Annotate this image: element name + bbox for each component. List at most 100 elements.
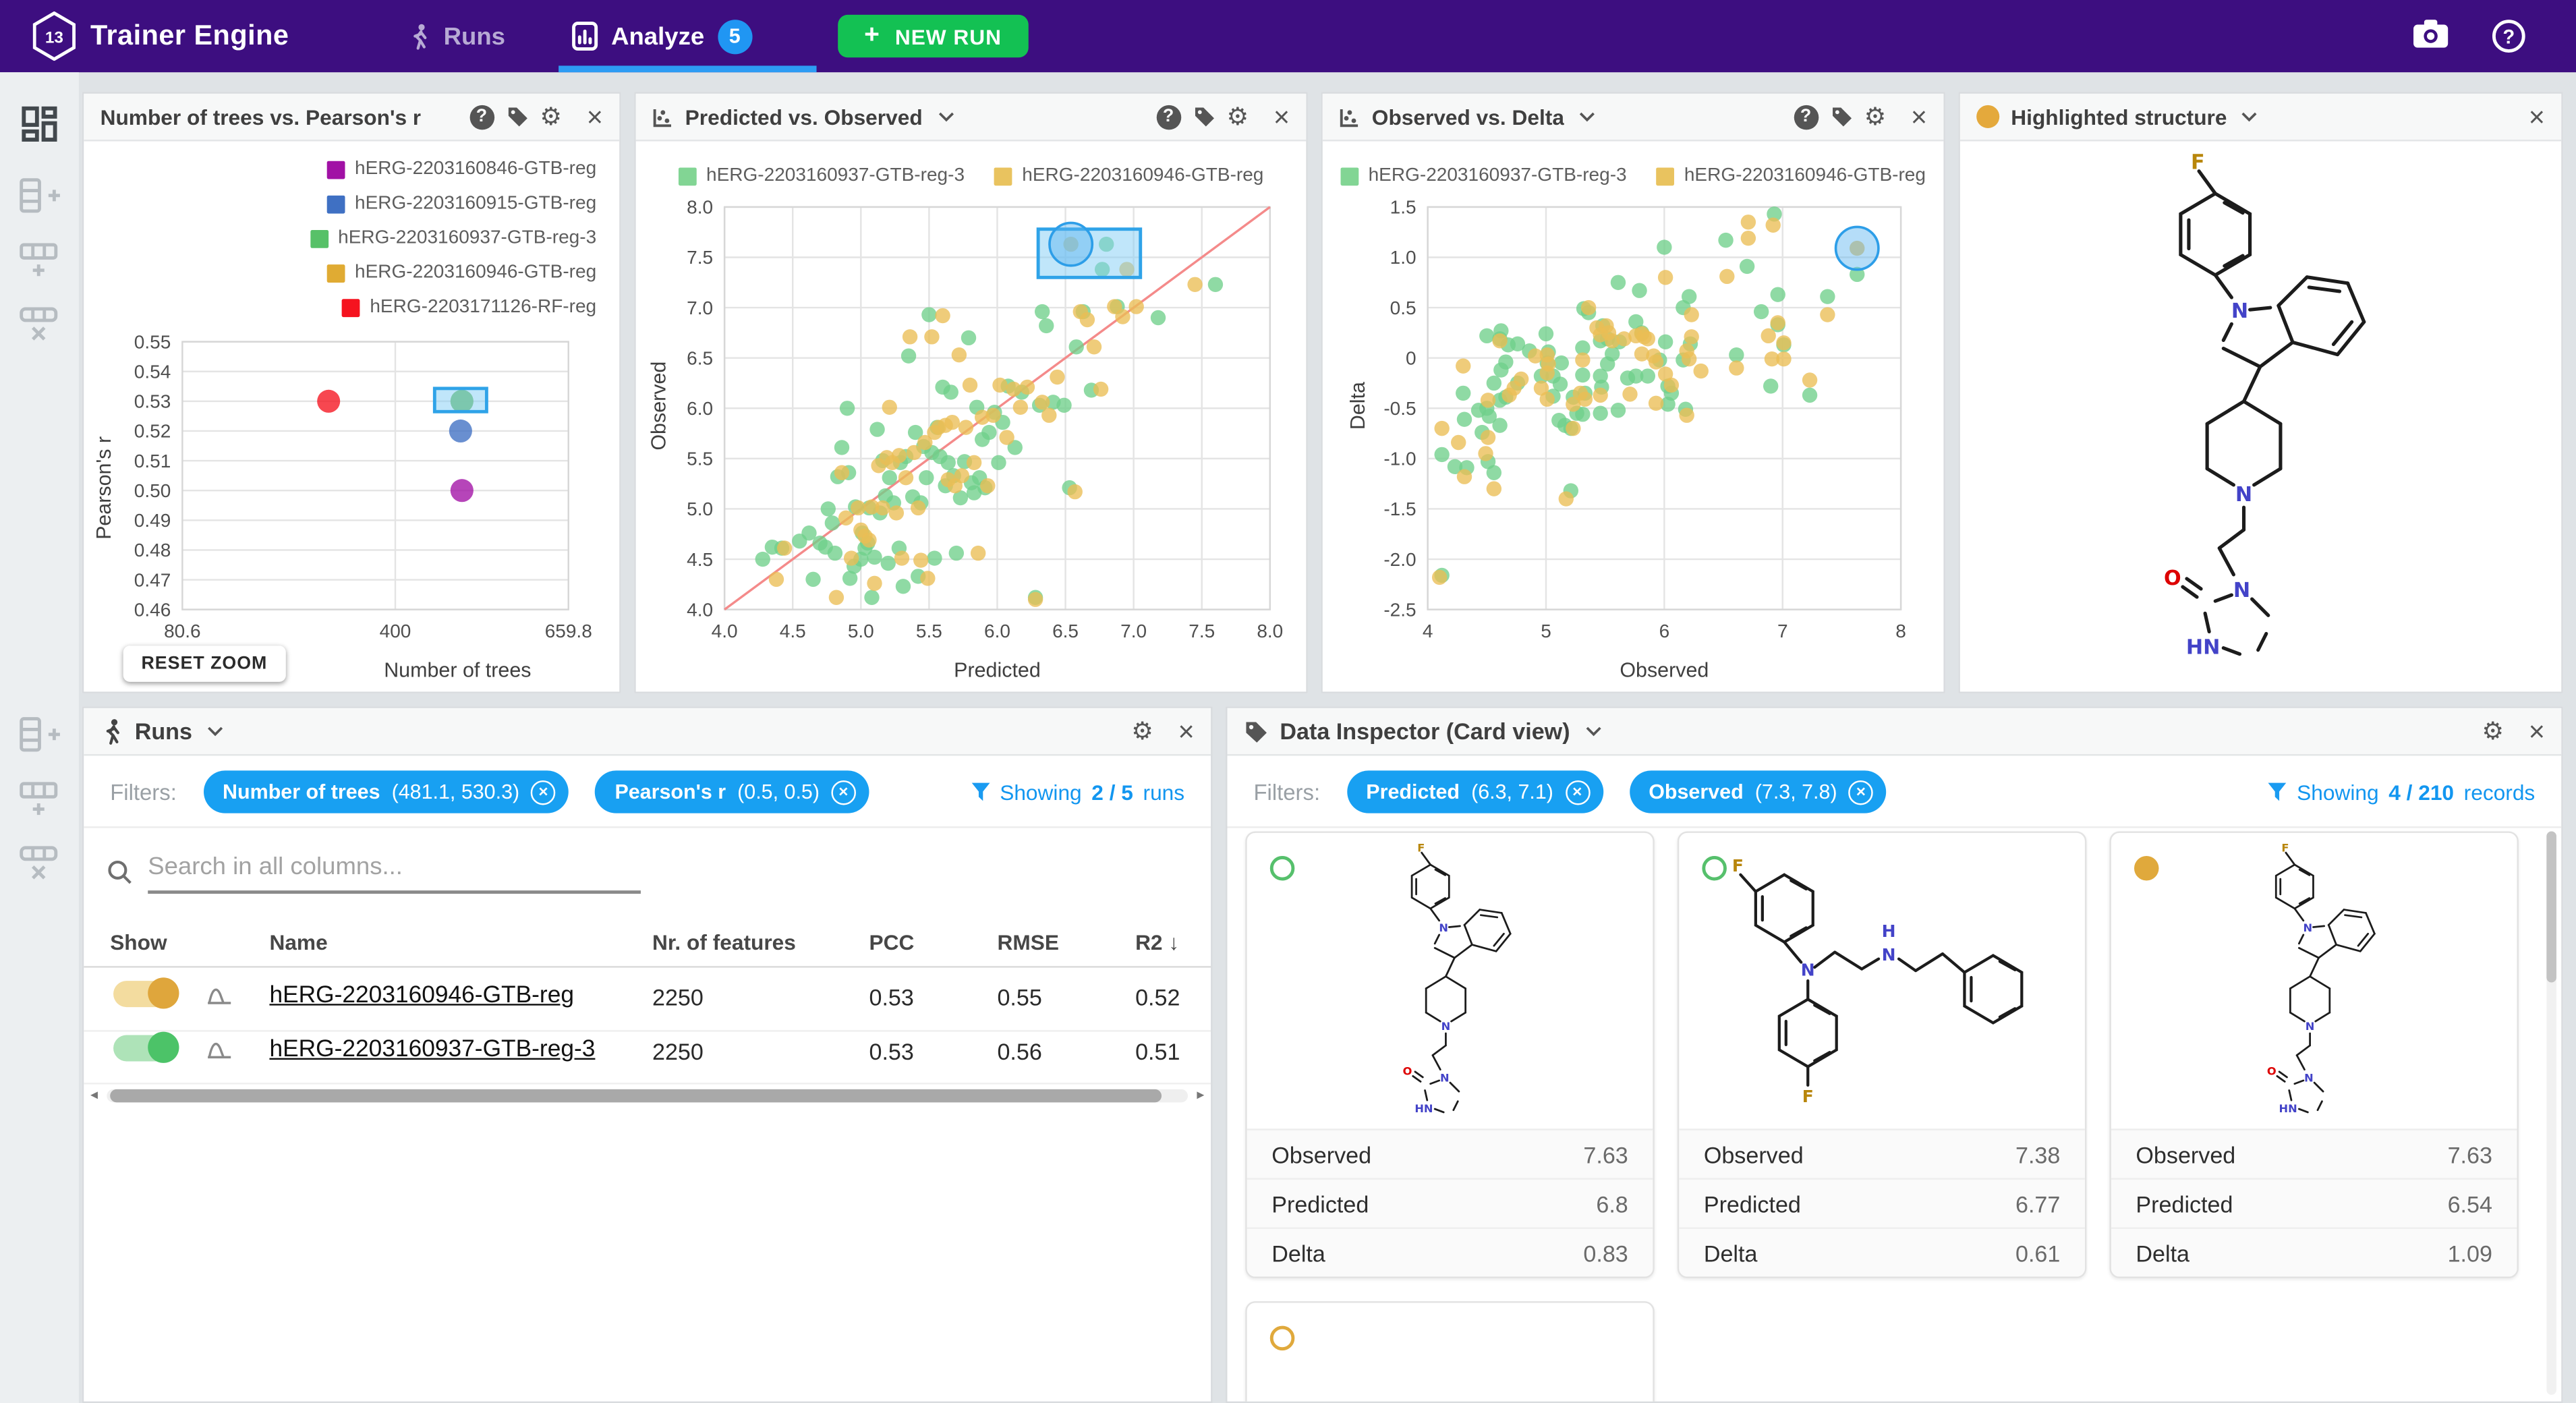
panel-highlighted-structure: Highlighted structure × (1958, 92, 2563, 693)
trees-vs-r-chart[interactable]: 0.55 0.54 0.53 0.52 0.51 0.50 0.49 0.48 0.47 0.46… (84, 140, 621, 693)
new-run-label: NEW RUN (894, 24, 1002, 49)
sparkline-icon[interactable] (205, 981, 233, 1015)
svg-text:5.5: 5.5 (687, 449, 713, 469)
svg-text:5.0: 5.0 (687, 498, 713, 519)
field-value: 0.61 (2015, 1239, 2061, 1266)
field-label: Predicted (1703, 1190, 1801, 1217)
gear-icon[interactable]: ⚙ (540, 103, 563, 131)
search-input[interactable] (148, 849, 641, 894)
record-card[interactable]: Observed 7.63 Predicted 6.54 Delta 1.09 (2109, 831, 2519, 1278)
record-marker-icon (1269, 1325, 1295, 1351)
chevron-down-icon[interactable] (1579, 111, 1595, 122)
remove-filter-icon[interactable]: × (531, 779, 556, 805)
legend-item[interactable]: hERG-2203160946-GTB-reg (994, 166, 1264, 186)
gear-icon[interactable]: ⚙ (1131, 717, 1154, 745)
add-column-button[interactable] (16, 177, 62, 223)
help-icon[interactable]: ? (1155, 104, 1181, 130)
help-button[interactable]: ? (2491, 18, 2527, 63)
legend-item[interactable]: hERG-2203160915-GTB-reg (326, 194, 596, 214)
legend-item[interactable]: hERG-2203160846-GTB-reg (326, 159, 596, 179)
column-header-r2[interactable]: R2 ↓ (1135, 929, 1180, 955)
close-icon[interactable]: × (1178, 715, 1195, 747)
dashboard-layout-button[interactable] (20, 105, 58, 151)
chevron-down-icon[interactable] (938, 111, 954, 122)
add-column-button-2[interactable] (16, 716, 62, 762)
new-run-button[interactable]: + NEW RUN (838, 14, 1028, 58)
show-toggle[interactable] (113, 977, 179, 1009)
close-icon[interactable]: × (1910, 101, 1928, 133)
help-icon[interactable]: ? (1793, 104, 1819, 130)
svg-text:6.0: 6.0 (687, 398, 713, 419)
scroll-left-icon[interactable]: ◂ (90, 1085, 98, 1103)
chevron-down-icon[interactable] (1584, 725, 1601, 737)
card-fields: Observed 7.63 Predicted 6.8 Delta 0.83 (1247, 1128, 1653, 1277)
remove-filter-icon[interactable]: × (831, 779, 856, 805)
legend-item[interactable]: hERG-2203160946-GTB-reg (326, 263, 596, 283)
column-header-rmse[interactable]: RMSE (997, 929, 1059, 955)
filter-pill-predicted[interactable]: Predicted (6.3, 7.1) × (1346, 770, 1603, 813)
column-header-name[interactable]: Name (269, 929, 328, 955)
tag-icon[interactable] (1829, 105, 1852, 128)
close-icon[interactable]: × (1273, 101, 1290, 133)
add-row-button-2[interactable] (19, 779, 60, 827)
showing-runs-link[interactable]: Showing 2 / 5 runs (970, 780, 1184, 804)
tag-icon[interactable] (1192, 105, 1215, 128)
legend-item[interactable]: hERG-2203160937-GTB-reg-3 (678, 166, 965, 185)
tag-icon[interactable] (505, 105, 528, 128)
panel-header: Highlighted structure × (1959, 93, 2562, 142)
svg-text:-0.5: -0.5 (1383, 398, 1416, 419)
scrollbar-thumb[interactable] (110, 1089, 1162, 1103)
column-header-pcc[interactable]: PCC (869, 929, 915, 955)
card-fields: Observed 7.63 Predicted 6.54 Delta 1.09 (2111, 1128, 2517, 1277)
screenshot-camera-button[interactable] (2412, 18, 2450, 57)
field-row: Observed 7.63 (2111, 1130, 2517, 1180)
remove-filter-icon[interactable]: × (1848, 779, 1874, 805)
legend-item[interactable]: hERG-2203160946-GTB-reg (1656, 166, 1926, 185)
tab-runs[interactable]: Runs (407, 0, 505, 72)
scrollbar-thumb[interactable] (2546, 831, 2556, 983)
run-name-link[interactable]: hERG-2203160946-GTB-reg (269, 982, 575, 1009)
chevron-down-icon[interactable] (207, 725, 223, 737)
chevron-down-icon[interactable] (2241, 111, 2258, 122)
gear-icon[interactable]: ⚙ (1226, 103, 1249, 131)
remove-row-button-2[interactable] (19, 843, 60, 891)
column-header-features[interactable]: Nr. of features (652, 929, 796, 955)
filter-pill-pearsons-r[interactable]: Pearson's r (0.5, 0.5) × (595, 770, 869, 813)
sparkline-icon[interactable] (205, 1035, 233, 1069)
observed-vs-delta-chart[interactable]: 1.5 1.0 0.5 0 -0.5 -1.0 -1.5 -2.0 -2.5 4 5 6 7 8 (1323, 140, 1945, 693)
molecule-structure (1402, 842, 1512, 1116)
legend-item[interactable]: hERG-2203171126-RF-reg (341, 297, 596, 317)
showing-records-link[interactable]: Showing 4 / 210 records (2267, 780, 2535, 804)
scroll-right-icon[interactable]: ▸ (1197, 1085, 1205, 1103)
legend-item[interactable]: hERG-2203160937-GTB-reg-3 (1340, 166, 1627, 185)
close-icon[interactable]: × (586, 101, 603, 133)
gear-icon[interactable]: ⚙ (2482, 717, 2505, 745)
svg-text:4.0: 4.0 (687, 599, 713, 620)
reset-zoom-button[interactable]: RESET ZOOM (123, 646, 286, 682)
run-name-link[interactable]: hERG-2203160937-GTB-reg-3 (269, 1036, 596, 1063)
svg-text:7.0: 7.0 (687, 297, 713, 318)
tab-analyze[interactable]: Analyze 5 (572, 0, 752, 72)
legend-label: hERG-2203160946-GTB-reg (1022, 166, 1264, 186)
remove-filter-icon[interactable]: × (1565, 779, 1590, 805)
record-card[interactable]: Observed 7.38 Predicted 6.77 Delta 0.61 (1677, 831, 2087, 1278)
show-toggle[interactable] (113, 1031, 179, 1063)
column-header-show[interactable]: Show (110, 929, 167, 955)
predicted-vs-observed-chart[interactable]: 8.0 7.5 7.0 6.5 6.0 5.5 5.0 4.5 4.04.0 4.5 5.0 5.5 6… (636, 140, 1308, 693)
record-card-partial[interactable] (1245, 1301, 1655, 1402)
brand[interactable]: 13 Trainer Engine (32, 0, 289, 72)
legend-item[interactable]: hERG-2203160937-GTB-reg-3 (310, 229, 596, 248)
help-icon[interactable]: ? (469, 104, 494, 130)
add-row-button[interactable] (19, 240, 60, 288)
field-value: 0.83 (1583, 1239, 1628, 1266)
legend-swatch (326, 160, 345, 179)
remove-row-button[interactable] (19, 304, 60, 352)
close-icon[interactable]: × (2528, 101, 2545, 133)
filter-pill-observed[interactable]: Observed (7.3, 7.8) × (1628, 770, 1887, 813)
gear-icon[interactable]: ⚙ (1864, 103, 1887, 131)
filter-pill-number-of-trees[interactable]: Number of trees (481.1, 530.3) × (202, 770, 569, 813)
vertical-scrollbar[interactable] (2546, 831, 2556, 1395)
horizontal-scrollbar[interactable]: ◂ ▸ (90, 1086, 1204, 1103)
close-icon[interactable]: × (2528, 715, 2545, 747)
record-card[interactable]: Observed 7.63 Predicted 6.8 Delta 0.83 (1245, 831, 1655, 1278)
